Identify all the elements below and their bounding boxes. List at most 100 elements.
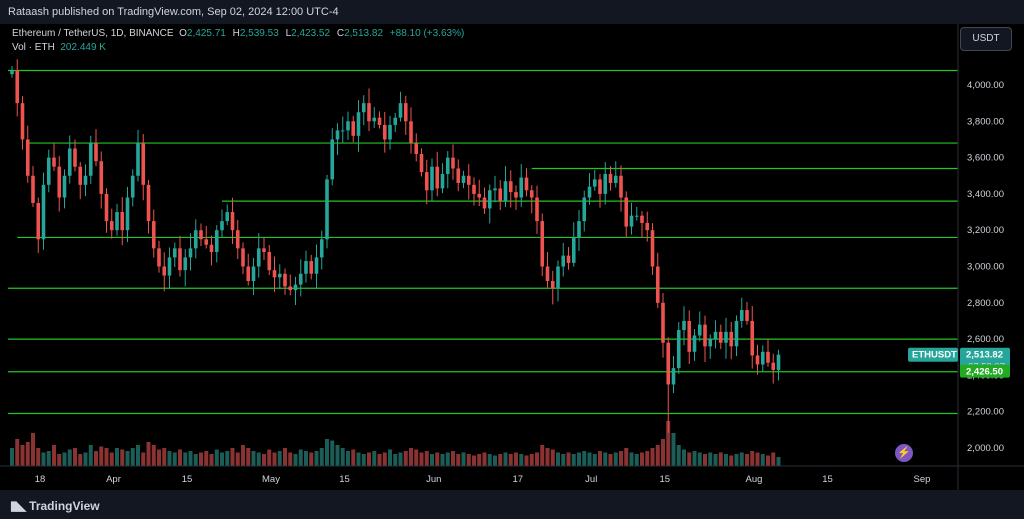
volume-bar: [225, 451, 230, 466]
volume-bar: [529, 454, 534, 466]
candle-body: [671, 368, 676, 385]
candle-body: [435, 166, 440, 189]
candle-body: [272, 270, 277, 278]
volume-bar: [655, 445, 660, 466]
volume-bar: [508, 454, 513, 466]
candle-body: [403, 103, 408, 122]
candle-body: [351, 121, 356, 136]
symbol-title: Ethereum / TetherUS, 1D, BINANCE: [12, 28, 174, 39]
candle-body: [398, 103, 403, 118]
candle-body: [78, 166, 83, 185]
candle-body: [634, 215, 639, 217]
price-tick-label: 2,200.00: [967, 407, 1004, 418]
publish-line: Rataash published on TradingView.com, Se…: [8, 6, 339, 18]
volume-bar: [31, 433, 35, 466]
volume-bar: [314, 451, 319, 466]
volume-bar: [713, 454, 718, 466]
candle-body: [739, 310, 744, 321]
candle-body: [136, 143, 140, 176]
candle-body: [582, 197, 587, 222]
volume-key: Vol · ETH: [12, 42, 55, 53]
candle-body: [451, 157, 455, 169]
volume-bar: [277, 451, 282, 466]
candle-body: [456, 168, 461, 184]
volume-bar: [514, 452, 518, 466]
time-tick-label: 17: [512, 474, 523, 485]
volume-bar: [582, 451, 587, 466]
candle-body: [293, 284, 298, 291]
candle-body: [419, 153, 424, 173]
candle-body: [372, 117, 377, 122]
volume-bar: [104, 448, 109, 466]
volume-bar: [718, 452, 723, 466]
volume-bar: [304, 451, 308, 466]
volume-bar: [608, 454, 613, 466]
volume-bar: [162, 448, 167, 466]
level-price-label: 2,426.50: [966, 367, 1003, 378]
high-value: 2,539.53: [239, 28, 279, 39]
volume-bar: [708, 452, 713, 466]
volume-bar: [151, 445, 156, 466]
volume-bar: [262, 454, 266, 466]
time-tick-label: Sep: [914, 474, 931, 485]
volume-bar: [461, 452, 466, 466]
tradingview-logo[interactable]: ▮◣ TradingView: [10, 498, 100, 514]
volume-bar: [57, 454, 62, 466]
volume-bar: [193, 454, 198, 466]
volume-bar: [367, 452, 371, 466]
candle-body: [561, 255, 566, 267]
volume-bar: [750, 451, 755, 466]
volume-bar: [498, 454, 503, 466]
candle-body: [304, 261, 308, 274]
candle-body: [367, 103, 371, 122]
volume-bar: [230, 448, 235, 466]
candle-body: [718, 331, 723, 343]
candle-body: [361, 103, 366, 113]
price-tick-label: 4,000.00: [967, 80, 1004, 91]
volume-bar: [99, 446, 104, 466]
volume-bar: [545, 448, 550, 466]
time-tick-label: 15: [659, 474, 670, 485]
candle-body: [645, 222, 650, 231]
volume-bar: [629, 452, 634, 466]
volume-bar: [398, 452, 403, 466]
volume-bar: [115, 448, 119, 466]
volume-bar: [482, 452, 487, 466]
volume-bar: [356, 452, 361, 466]
event-flag-icon[interactable]: ⚡: [895, 444, 913, 462]
price-axis: 2,000.002,200.002,400.002,600.002,800.00…: [957, 24, 1004, 490]
volume-bar: [251, 451, 256, 466]
candle-body: [608, 173, 613, 184]
candle-body: [445, 157, 450, 174]
volume-bar: [183, 452, 188, 466]
high-key: H: [232, 28, 240, 39]
volume-bar: [666, 421, 671, 466]
volume-bar: [377, 454, 382, 466]
volume-bar: [46, 451, 51, 466]
time-tick-label: 18: [35, 474, 46, 485]
candle-body: [619, 175, 623, 198]
candle-body: [199, 230, 203, 240]
volume-bar: [109, 452, 114, 466]
symbol-tag: [908, 347, 958, 362]
candle-body: [440, 173, 445, 189]
candle-body: [393, 117, 398, 125]
volume-bar: [503, 452, 508, 466]
publisher-bar: Rataash published on TradingView.com, Se…: [0, 0, 1024, 24]
candle-body: [424, 172, 429, 191]
candle-body: [766, 351, 770, 363]
candle-body: [729, 331, 734, 347]
volume-bar: [293, 454, 298, 466]
candle-body: [346, 121, 350, 131]
volume-bar: [519, 454, 524, 466]
candle-body: [571, 237, 576, 263]
candle-body: [498, 188, 503, 202]
open-key: O: [179, 28, 187, 39]
low-value: 2,423.52: [291, 28, 331, 39]
candle-body: [603, 173, 608, 194]
candle-body: [377, 117, 382, 125]
candle-body: [556, 266, 560, 289]
candle-body: [472, 184, 476, 194]
currency-button[interactable]: USDT: [960, 27, 1012, 51]
